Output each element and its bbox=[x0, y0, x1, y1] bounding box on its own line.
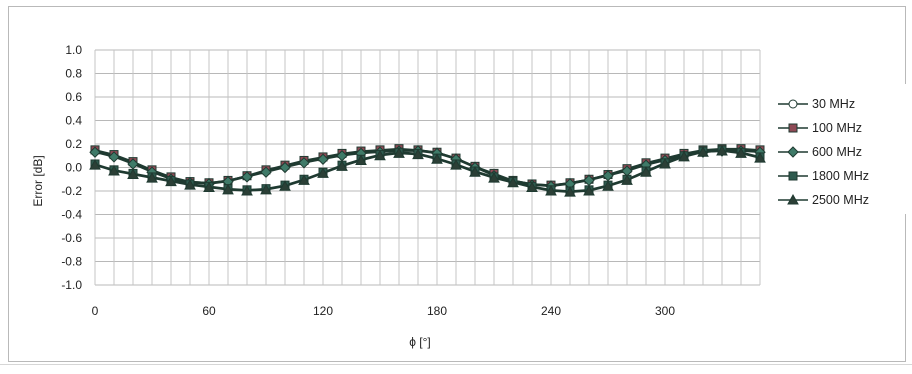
data-point bbox=[716, 145, 728, 156]
y-tick-label: 0.6 bbox=[65, 90, 82, 104]
y-tick-label: -0.8 bbox=[61, 255, 82, 269]
data-point bbox=[507, 176, 519, 188]
x-tick-label: 60 bbox=[202, 304, 216, 318]
data-point bbox=[697, 146, 709, 157]
data-series bbox=[89, 144, 766, 197]
legend-marker bbox=[788, 123, 798, 133]
y-tick-label: -0.6 bbox=[61, 231, 82, 245]
data-point bbox=[469, 166, 481, 177]
data-point bbox=[659, 157, 671, 169]
legend-label: 1800 MHz bbox=[812, 169, 869, 183]
data-point bbox=[146, 172, 158, 183]
series-5 bbox=[89, 145, 766, 197]
data-point bbox=[583, 184, 595, 196]
data-point bbox=[317, 153, 329, 165]
x-tick-label: 300 bbox=[655, 304, 675, 318]
data-point bbox=[279, 180, 291, 191]
x-axis-ticks: 0 60 120 180 240 300 bbox=[92, 304, 676, 318]
data-point bbox=[298, 157, 310, 169]
data-point bbox=[564, 186, 576, 197]
data-point bbox=[336, 160, 348, 171]
data-point bbox=[260, 166, 272, 178]
data-point bbox=[203, 181, 215, 192]
data-point bbox=[621, 174, 633, 185]
data-point bbox=[678, 150, 690, 162]
data-point bbox=[260, 183, 272, 195]
data-point bbox=[298, 174, 310, 185]
data-point bbox=[222, 183, 234, 195]
data-point bbox=[754, 152, 766, 163]
legend-marker bbox=[788, 99, 798, 109]
data-point bbox=[393, 147, 405, 158]
data-point bbox=[127, 168, 139, 180]
data-point bbox=[241, 184, 253, 196]
legend-label: 30 MHz bbox=[812, 97, 855, 111]
data-point bbox=[526, 181, 538, 192]
y-tick-label: -0.2 bbox=[61, 184, 82, 198]
data-point bbox=[355, 154, 367, 165]
y-tick-label: 0.4 bbox=[65, 114, 82, 128]
data-point bbox=[545, 184, 557, 196]
y-tick-label: 1.0 bbox=[65, 43, 82, 57]
legend-item: 30 MHz bbox=[778, 97, 855, 111]
data-point bbox=[89, 146, 101, 158]
x-tick-label: 120 bbox=[313, 304, 333, 318]
data-point bbox=[165, 175, 177, 187]
grid-lines bbox=[94, 49, 761, 286]
legend-marker bbox=[787, 146, 799, 158]
legend-item: 600 MHz bbox=[778, 145, 862, 159]
data-point bbox=[488, 172, 500, 183]
data-point bbox=[450, 159, 462, 170]
legend-label: 2500 MHz bbox=[812, 193, 869, 207]
y-axis-ticks: 1.0 0.8 0.6 0.4 0.2 0.0 -0.2 -0.4 -0.6 -0.8 -1.0 bbox=[61, 43, 82, 292]
legend-marker bbox=[788, 171, 798, 181]
x-tick-label: 180 bbox=[427, 304, 447, 318]
data-point bbox=[89, 159, 101, 170]
x-axis-label: ϕ [°] bbox=[409, 335, 431, 349]
series-line bbox=[94, 149, 761, 192]
x-tick-label: 0 bbox=[92, 304, 99, 318]
legend-label: 600 MHz bbox=[812, 145, 862, 159]
x-tick-label: 240 bbox=[541, 304, 561, 318]
series-line bbox=[94, 150, 761, 193]
y-tick-label: 0.8 bbox=[65, 67, 82, 81]
data-point bbox=[412, 148, 424, 160]
data-point bbox=[640, 166, 652, 177]
data-point bbox=[602, 180, 614, 191]
legend-marker bbox=[787, 193, 799, 205]
data-point bbox=[317, 167, 329, 178]
y-axis-label: Error [dB] bbox=[31, 155, 45, 206]
data-point bbox=[374, 149, 386, 161]
data-point bbox=[279, 161, 291, 174]
data-point bbox=[108, 164, 120, 176]
y-tick-label: 0.0 bbox=[65, 161, 82, 175]
legend-item: 100 MHz bbox=[778, 121, 862, 135]
legend-item: 1800 MHz bbox=[778, 169, 869, 183]
legend: 30 MHz 100 MHz 600 MHz 1800 MHz 2500 MHz bbox=[768, 84, 908, 214]
data-point bbox=[241, 171, 253, 183]
legend-label: 100 MHz bbox=[812, 121, 862, 135]
legend-item: 2500 MHz bbox=[778, 193, 869, 207]
data-point bbox=[431, 153, 443, 164]
y-tick-label: -0.4 bbox=[61, 208, 82, 222]
y-tick-label: 0.2 bbox=[65, 137, 82, 151]
data-point bbox=[735, 147, 747, 158]
y-tick-label: -1.0 bbox=[61, 278, 82, 292]
data-point bbox=[108, 151, 120, 163]
data-point bbox=[184, 179, 196, 190]
bottom-divider bbox=[0, 364, 912, 365]
